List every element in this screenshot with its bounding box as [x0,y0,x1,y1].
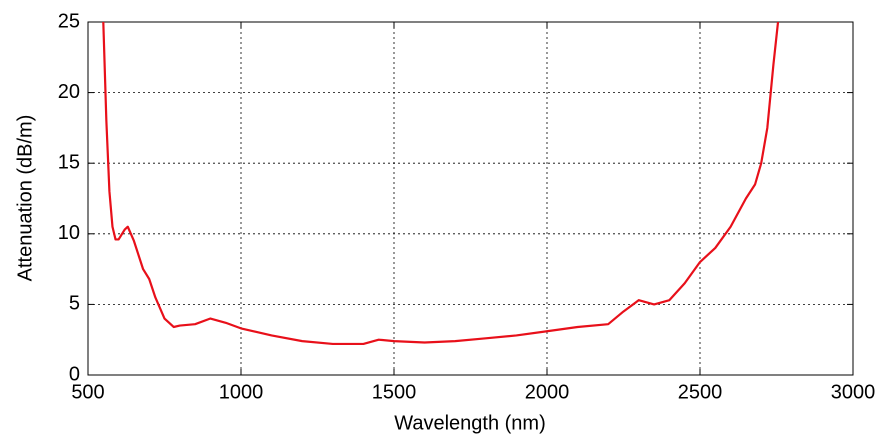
x-axis-label: Wavelength (nm) [394,412,546,434]
x-tick-label: 1500 [372,381,417,403]
y-tick-label: 5 [69,293,80,315]
y-axis-label: Attenuation (dB/m) [14,115,36,282]
y-tick-label: 15 [58,151,80,173]
plot-area [87,21,854,376]
y-tick-label: 20 [58,81,80,103]
x-tick-label: 3000 [831,381,876,403]
x-tick-label: 1000 [219,381,264,403]
data-line [102,22,780,346]
x-tick-label: 2500 [678,381,723,403]
y-tick-label: 10 [58,222,80,244]
y-tick-label: 25 [58,10,80,32]
x-tick-label: 2000 [525,381,570,403]
y-tick-label: 0 [69,363,80,385]
x-tick-label: 500 [71,381,104,403]
